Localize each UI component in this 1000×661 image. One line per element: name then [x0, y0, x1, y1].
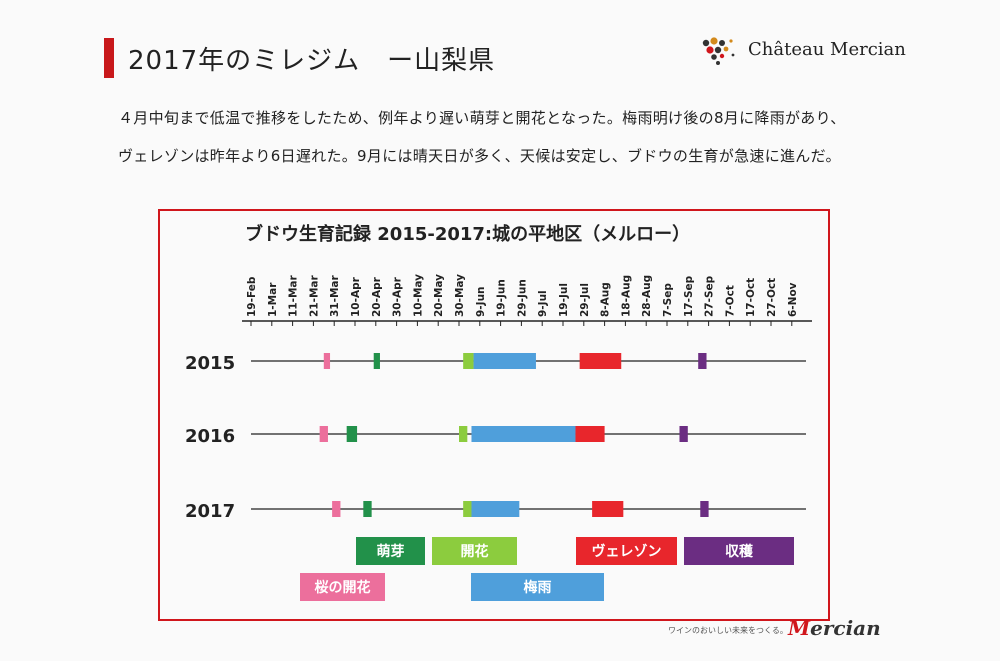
legend-swatch-harvest: [684, 537, 794, 565]
x-tick-label: 29-Jun: [516, 279, 528, 317]
event-bar-tsuyu: [471, 426, 576, 442]
x-tick-label: 7-Sep: [662, 283, 674, 317]
event-bar-budbreak: [363, 501, 372, 517]
legend-swatch-tsuyu: [471, 573, 604, 601]
legend-swatch-veraison: [576, 537, 677, 565]
title-accent-bar: [104, 38, 114, 78]
x-tick-label: 17-Oct: [745, 278, 757, 317]
event-bar-harvest: [698, 353, 707, 369]
x-tick-label: 10-May: [412, 274, 424, 317]
event-bar-veraison: [592, 501, 624, 517]
x-tick-label: 9-Jun: [475, 286, 487, 317]
x-tick-label: 17-Sep: [683, 275, 695, 317]
legend-label-budbreak: 萌芽: [377, 543, 405, 560]
event-bar-flowering: [463, 501, 472, 517]
event-bar-harvest: [700, 501, 709, 517]
year-label: 2017: [185, 501, 235, 522]
event-bar-sakura: [323, 353, 331, 369]
year-label: 2016: [185, 426, 235, 447]
event-bar-sakura: [332, 501, 341, 517]
x-tick-label: 30-May: [454, 274, 466, 317]
x-tick-label: 18-Aug: [620, 275, 632, 317]
x-tick-label: 19-Jul: [558, 283, 570, 317]
event-bar-flowering: [463, 353, 474, 369]
x-tick-label: 29-Jul: [579, 283, 591, 317]
event-bar-budbreak: [346, 426, 358, 442]
chart-title: ブドウ生育記録 2015-2017:城の平地区（メルロー）: [245, 223, 690, 245]
event-bar-tsuyu: [471, 501, 520, 517]
x-tick-label: 27-Oct: [766, 278, 778, 317]
legend-label-veraison: ヴェレゾン: [592, 543, 662, 560]
brand-logo: Château Mercian: [698, 33, 906, 73]
brand-name: Château Mercian: [748, 39, 906, 60]
x-tick-label: 27-Sep: [704, 275, 716, 317]
x-tick-label: 21-Mar: [308, 274, 320, 317]
x-tick-label: 6-Nov: [787, 282, 799, 317]
legend-label-sakura: 桜の開花: [315, 579, 371, 596]
legend-swatch-sakura: [300, 573, 385, 601]
chart-frame: [158, 209, 830, 621]
x-tick-label: 20-Apr: [371, 276, 383, 317]
x-tick-label: 19-Feb: [246, 276, 258, 317]
page-title: 2017年のミレジム ー山梨県: [128, 46, 496, 76]
event-bar-sakura: [319, 426, 328, 442]
x-tick-label: 9-Jul: [537, 290, 549, 317]
event-bar-flowering: [459, 426, 468, 442]
footer-logo: Mercian: [788, 616, 881, 640]
x-tick-label: 7-Oct: [724, 285, 736, 317]
legend-label-flowering: 開花: [461, 543, 489, 560]
x-tick-label: 20-May: [433, 274, 445, 317]
event-bar-harvest: [679, 426, 688, 442]
footer-tagline: ワインのおいしい未来をつくる。: [668, 626, 788, 635]
x-tick-label: 31-Mar: [329, 274, 341, 317]
event-bar-budbreak: [373, 353, 380, 369]
x-tick-label: 19-Jun: [496, 279, 508, 317]
event-bar-tsuyu: [473, 353, 536, 369]
description-line-1: ４月中旬まで低温で推移をしたため、例年より遅い萌芽と開花となった。梅雨明け後の8…: [118, 109, 846, 127]
description-line-2: ヴェレゾンは昨年より6日遅れた。9月には晴天日が多く、天候は安定し、ブドウの生育…: [118, 147, 841, 165]
event-bar-veraison: [575, 426, 605, 442]
x-tick-label: 28-Aug: [641, 275, 653, 317]
x-tick-label: 8-Aug: [600, 282, 612, 317]
x-tick-label: 1-Mar: [267, 282, 279, 317]
footer-logo-text: ercian: [810, 616, 881, 640]
legend-swatch-flowering: [432, 537, 517, 565]
x-tick-label: 10-Apr: [350, 276, 362, 317]
x-tick-label: 11-Mar: [288, 274, 300, 317]
x-tick-label: 30-Apr: [392, 276, 404, 317]
year-label: 2015: [185, 353, 235, 374]
legend-swatch-budbreak: [356, 537, 425, 565]
grape-cluster-icon: [702, 37, 735, 65]
legend-label-harvest: 収穫: [725, 543, 754, 560]
event-bar-veraison: [579, 353, 622, 369]
legend-label-tsuyu: 梅雨: [524, 579, 552, 596]
